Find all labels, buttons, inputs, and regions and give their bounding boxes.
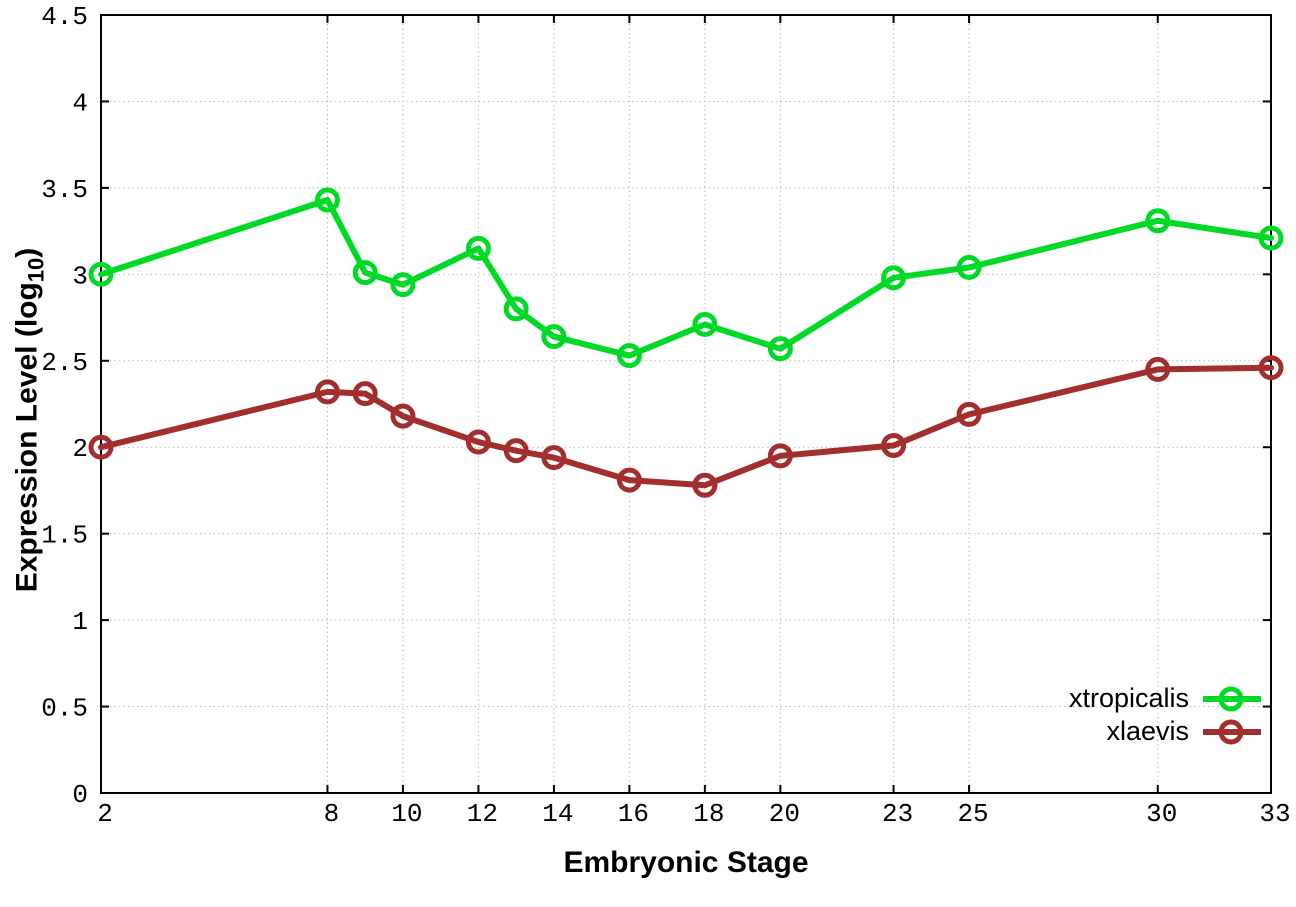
series-line-xtropicalis <box>98 196 1274 359</box>
data-point-marker <box>956 254 982 280</box>
data-point-marker <box>616 467 642 493</box>
x-tick-label: 25 <box>957 799 988 829</box>
plot-border <box>100 14 1272 794</box>
y-tick-label: 0 <box>72 780 88 810</box>
x-tick-label: 10 <box>391 799 422 829</box>
y-tick-label: 0.5 <box>41 694 88 724</box>
data-point-marker <box>1145 356 1171 382</box>
data-point-marker <box>390 403 416 429</box>
legend-marker-icon-xtropicalis <box>1203 686 1261 711</box>
data-point-marker <box>692 311 718 337</box>
data-point-marker <box>390 272 416 298</box>
x-tick-label: 20 <box>769 799 800 829</box>
legend-item-xlaevis: xlaevis <box>1069 715 1263 748</box>
data-point-marker <box>88 261 114 287</box>
data-point-marker <box>314 187 340 213</box>
y-axis-title-close: ) <box>10 247 44 258</box>
data-point-marker <box>956 401 982 427</box>
y-tick-label: 3.5 <box>41 175 88 205</box>
y-tick-label: 1.5 <box>41 521 88 551</box>
data-point-marker <box>1145 208 1171 234</box>
x-tick-label: 23 <box>882 799 913 829</box>
legend-label-xtropicalis: xtropicalis <box>1068 683 1189 713</box>
y-tick-label: 2 <box>72 434 88 464</box>
data-point-marker <box>541 324 567 350</box>
legend-item-xtropicalis: xtropicalis <box>1069 682 1263 715</box>
data-point-marker <box>503 296 529 322</box>
y-tick-label: 4 <box>72 88 88 118</box>
x-tick-label: 16 <box>618 799 649 829</box>
gridlines <box>101 15 1271 793</box>
series-markers-xlaevis <box>88 355 1284 498</box>
data-point-marker <box>767 336 793 362</box>
y-axis-title-subscript: 10 <box>23 257 49 283</box>
y-tick-label: 1 <box>72 607 88 637</box>
data-point-marker <box>503 438 529 464</box>
x-tick-label: 2 <box>97 799 113 829</box>
x-tick-label: 30 <box>1146 799 1177 829</box>
legend-label-xlaevis: xlaevis <box>1106 716 1189 746</box>
data-point-marker <box>314 379 340 405</box>
y-axis-title-main: Expression Level (log <box>10 282 44 593</box>
series-markers-xtropicalis <box>88 187 1284 369</box>
x-tick-label: 12 <box>467 799 498 829</box>
data-point-marker <box>541 445 567 471</box>
x-tick-label: 8 <box>324 799 340 829</box>
data-point-marker <box>881 265 907 291</box>
legend-marker-icon-xlaevis <box>1203 719 1261 744</box>
data-point-marker <box>1258 355 1284 381</box>
x-axis-title: Embryonic Stage <box>563 846 809 879</box>
y-tick-label: 3 <box>72 261 88 291</box>
data-point-marker <box>352 381 378 407</box>
x-tick-label: 18 <box>693 799 724 829</box>
tick-labels: 2 8 10 12 14 16 18 20 23 25 30 33 0 0.5 1 1.5 2 2.5 3 3.5 4 4… <box>41 2 1290 829</box>
data-point-marker <box>465 235 491 261</box>
data-point-marker <box>1258 225 1284 251</box>
data-point-marker <box>88 434 114 460</box>
data-point-marker <box>465 429 491 455</box>
x-tick-label: 14 <box>542 799 573 829</box>
data-point-marker <box>352 260 378 286</box>
data-point-marker <box>692 472 718 498</box>
y-axis-title: Expression Level (log10) <box>11 248 50 593</box>
series-line-xlaevis <box>98 364 1274 489</box>
x-tick-label: 33 <box>1259 799 1290 829</box>
data-point-marker <box>616 343 642 369</box>
y-tick-label: 2.5 <box>41 348 88 378</box>
data-point-marker <box>881 432 907 458</box>
data-point-marker <box>767 443 793 469</box>
legend: xtropicalis xlaevis <box>1069 682 1263 748</box>
y-tick-label: 4.5 <box>41 2 88 32</box>
